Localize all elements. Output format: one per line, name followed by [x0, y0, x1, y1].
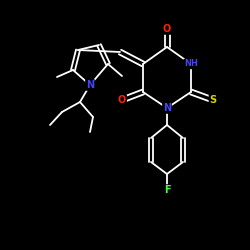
Text: NH: NH [184, 60, 198, 68]
Text: F: F [164, 185, 170, 195]
Text: N: N [163, 103, 171, 113]
Text: O: O [163, 24, 171, 34]
Text: O: O [118, 95, 126, 105]
Text: S: S [210, 95, 216, 105]
Text: N: N [86, 80, 94, 90]
